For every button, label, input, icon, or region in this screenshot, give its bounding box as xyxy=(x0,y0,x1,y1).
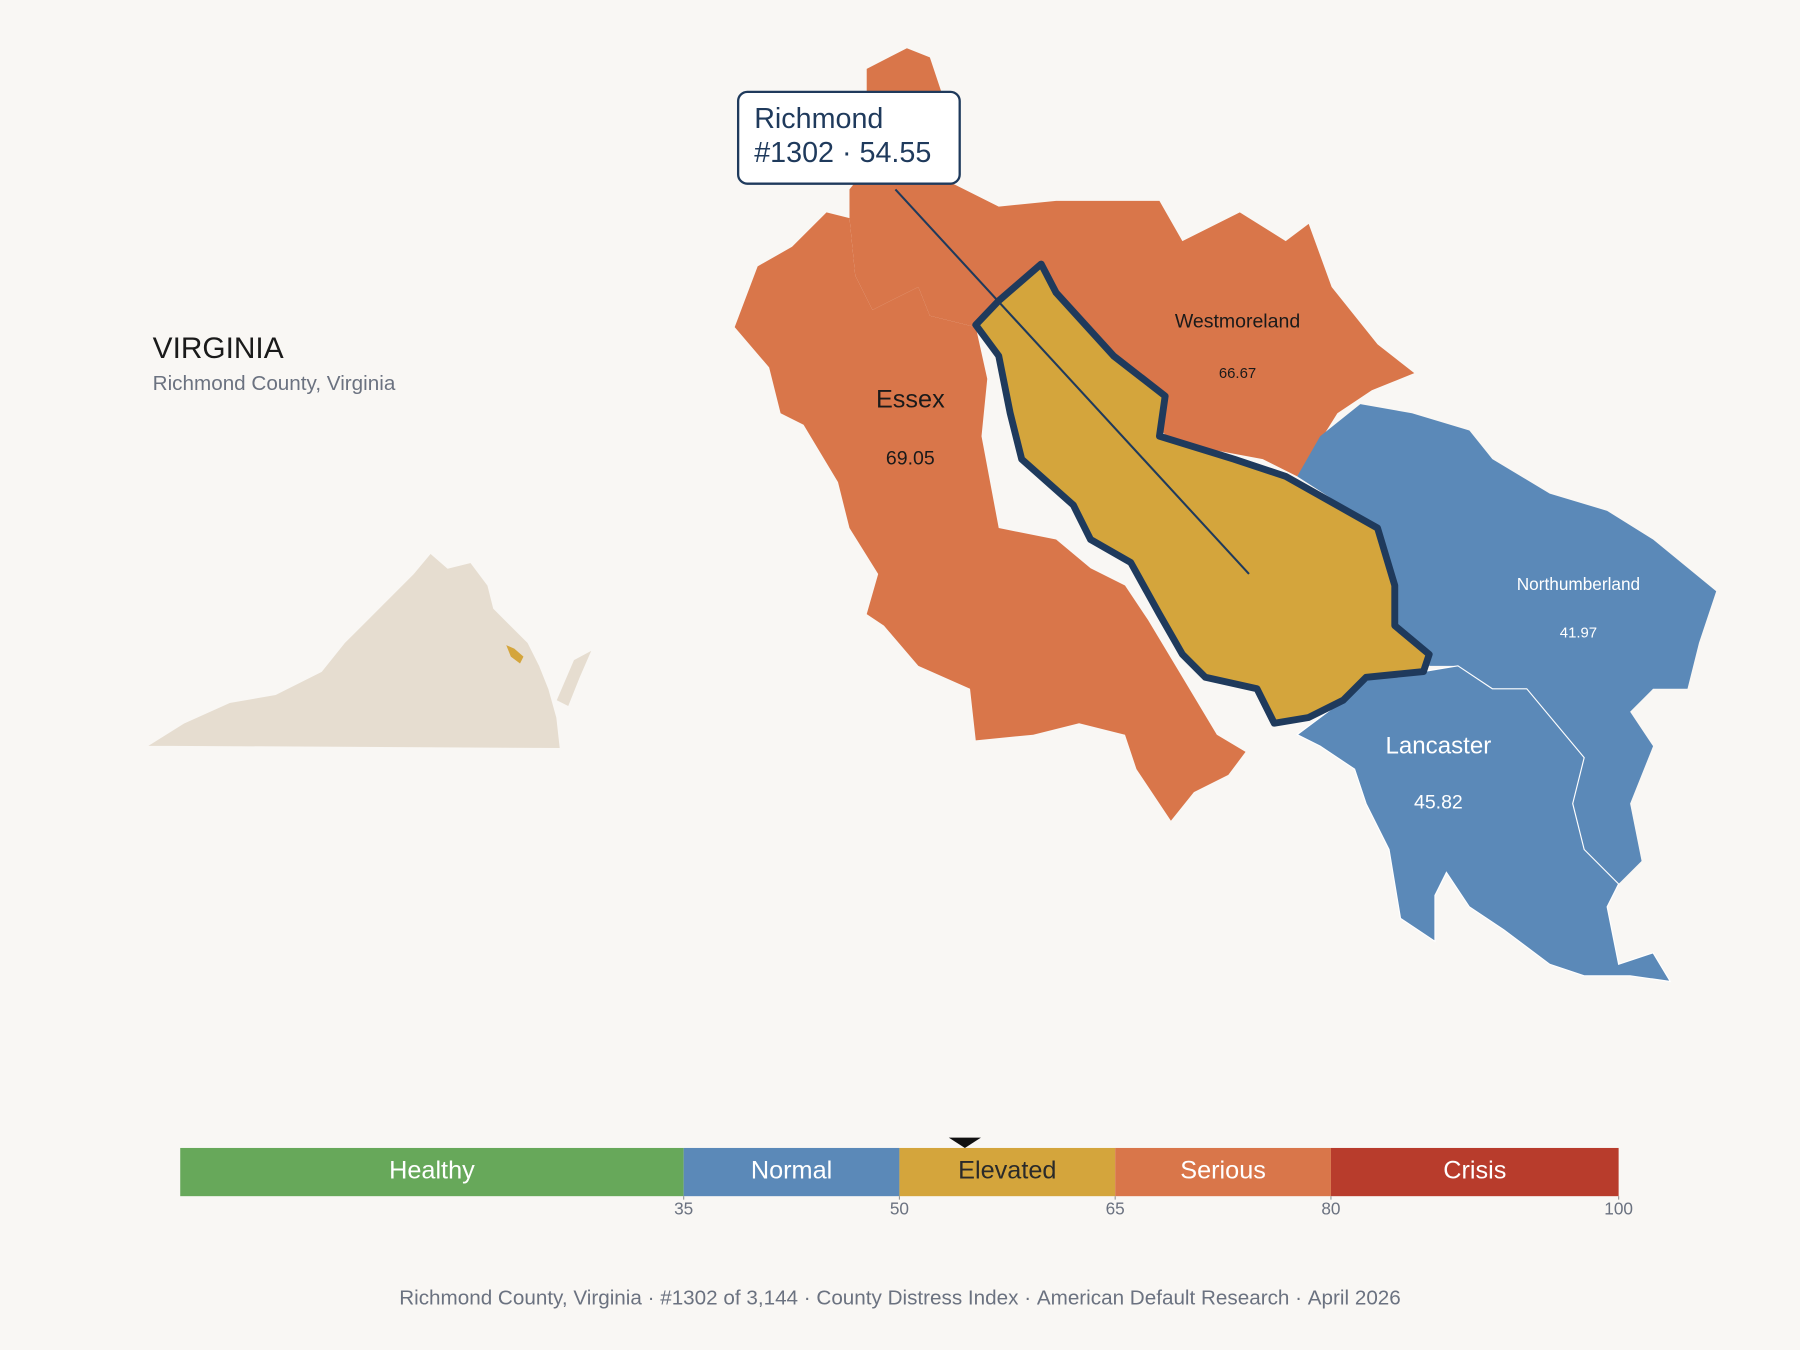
callout-name: Richmond xyxy=(754,103,883,135)
separator: · xyxy=(1289,1287,1307,1310)
callout-leader xyxy=(894,188,1250,575)
legend-band xyxy=(899,1147,1116,1197)
separator: · xyxy=(798,1287,816,1310)
footer: Richmond County, Virginia · #1302 of 3,1… xyxy=(399,1287,1401,1310)
county-label: Lancaster xyxy=(1385,733,1491,760)
county-map: Essex 69.05 Westmoreland 66.67 Northumbe… xyxy=(734,48,1717,983)
legend-tick-label: 65 xyxy=(1106,1198,1125,1218)
legend-tick-label: 50 xyxy=(890,1198,909,1218)
footer-item: #1302 of 3,144 xyxy=(660,1287,798,1310)
callout-detail: #1302 · 54.55 xyxy=(754,136,931,168)
state-shape xyxy=(145,552,561,749)
state-subtitle: Richmond County, Virginia xyxy=(153,372,396,395)
county-value: 69.05 xyxy=(886,447,935,469)
legend-band-label: Serious xyxy=(1180,1157,1266,1185)
county-label: Essex xyxy=(876,385,945,413)
county-value: 45.82 xyxy=(1414,792,1463,814)
legend-tick-label: 35 xyxy=(674,1198,693,1218)
callout-score: 54.55 xyxy=(859,136,931,168)
county-value: 41.97 xyxy=(1560,625,1597,642)
county-essex[interactable] xyxy=(734,212,1246,821)
state-inset xyxy=(145,552,592,749)
county-richmond[interactable] xyxy=(972,260,1433,727)
legend-band-label: Crisis xyxy=(1443,1157,1506,1185)
legend-band xyxy=(180,1147,684,1197)
county-value: 66.67 xyxy=(1219,365,1256,382)
legend-band xyxy=(1115,1147,1331,1197)
legend-marker xyxy=(948,1137,981,1148)
callout-rank: #1302 xyxy=(754,136,834,168)
county-westmoreland[interactable] xyxy=(849,48,1415,477)
county-label: Westmoreland xyxy=(1175,311,1300,333)
footer-item: April 2026 xyxy=(1308,1287,1401,1310)
legend-tick-label: 100 xyxy=(1604,1198,1633,1218)
legend: Healthy Normal Elevated Serious Crisis 35 50 65… xyxy=(180,1137,1633,1218)
county-northumberland[interactable] xyxy=(1297,404,1717,884)
separator: · xyxy=(834,136,859,168)
selected-county-inset xyxy=(506,645,524,664)
separator: · xyxy=(642,1287,660,1310)
separator: · xyxy=(1018,1287,1036,1310)
legend-band-label: Normal xyxy=(751,1157,832,1185)
legend-band xyxy=(1330,1147,1619,1197)
state-shape xyxy=(556,650,592,706)
legend-tick-label: 80 xyxy=(1321,1198,1340,1218)
callout: Richmond #1302 · 54.55 xyxy=(736,90,1250,575)
footer-item: American Default Research xyxy=(1037,1287,1290,1310)
footer-item: Richmond County, Virginia xyxy=(399,1287,642,1310)
county-lancaster[interactable] xyxy=(1296,665,1672,983)
legend-band-label: Elevated xyxy=(958,1157,1056,1185)
footer-item: County Distress Index xyxy=(816,1287,1019,1310)
callout-box xyxy=(736,90,961,185)
state-title: VIRGINIA xyxy=(153,332,284,365)
legend-band-label: Healthy xyxy=(389,1157,475,1185)
legend-band xyxy=(683,1147,900,1197)
county-label: Northumberland xyxy=(1517,574,1640,594)
